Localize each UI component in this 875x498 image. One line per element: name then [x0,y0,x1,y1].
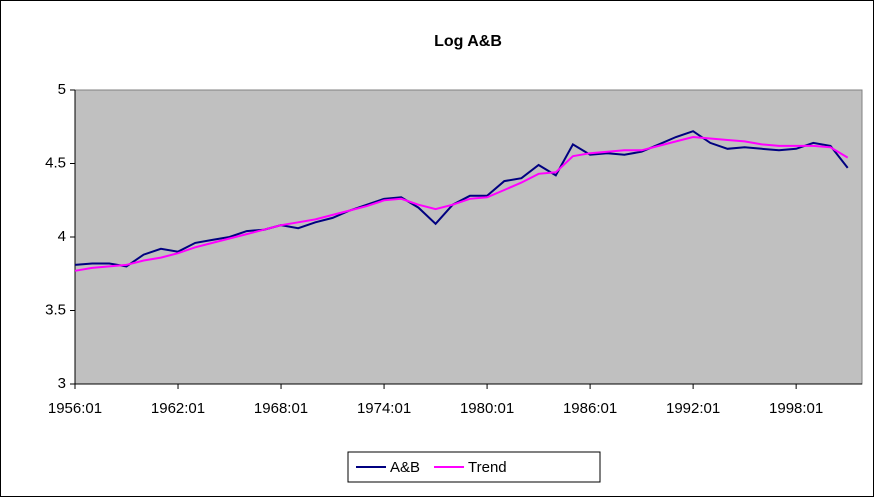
x-tick-label: 1962:01 [151,400,205,417]
x-tick-label: 1956:01 [48,400,102,417]
y-tick-label: 3.5 [45,301,66,318]
series-line [74,130,849,268]
x-tick-label: 1992:01 [666,400,720,417]
y-tick-label: 3 [58,375,66,392]
x-tick-label: 1968:01 [254,400,308,417]
legend-label: A&B [390,459,420,476]
y-tick-label: 4.5 [45,154,66,171]
y-tick-label: 4 [58,228,66,245]
x-tick-label: 1998:01 [769,400,823,417]
legend-box [347,451,601,483]
x-tick-label: 1974:01 [357,400,411,417]
chart-title: Log A&B [434,33,502,50]
legend-label: Trend [468,459,507,476]
series-line [74,135,849,272]
y-tick-label: 5 [58,81,66,98]
x-tick-label: 1986:01 [563,400,617,417]
x-tick-label: 1980:01 [460,400,514,417]
plot-area [74,89,863,385]
